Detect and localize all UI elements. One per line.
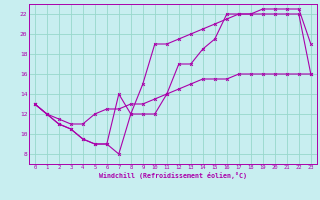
X-axis label: Windchill (Refroidissement éolien,°C): Windchill (Refroidissement éolien,°C) — [99, 172, 247, 179]
